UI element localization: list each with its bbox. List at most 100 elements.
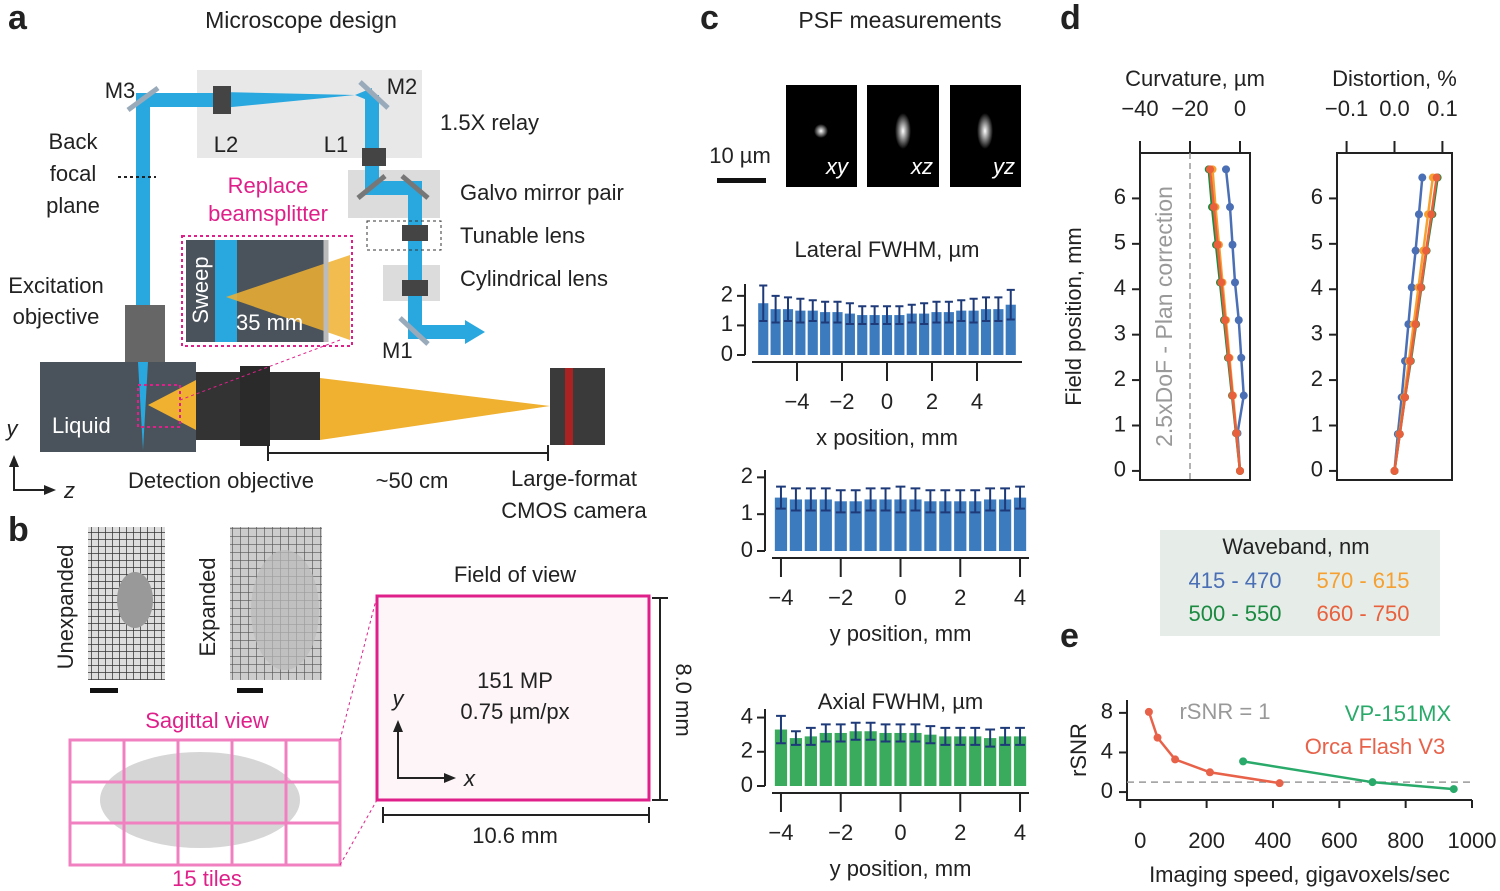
y-tick-label: 5 bbox=[1114, 230, 1126, 255]
legend-entry: 415 - 470 bbox=[1189, 568, 1282, 593]
legend-entry: 500 - 550 bbox=[1189, 601, 1282, 626]
y-tick-label: 1 bbox=[721, 311, 733, 336]
x-tick-label: 400 bbox=[1255, 828, 1292, 853]
x-axis-label: Distortion, % bbox=[1332, 66, 1457, 91]
error-bar bbox=[783, 296, 793, 322]
label: Detection objective bbox=[128, 468, 314, 493]
point bbox=[1407, 283, 1416, 292]
bar bbox=[834, 501, 847, 551]
bar bbox=[820, 312, 831, 355]
label: 10.6 mm bbox=[472, 823, 558, 848]
point bbox=[1228, 391, 1237, 400]
bar bbox=[864, 499, 877, 551]
y-tick-label: 0 bbox=[741, 537, 753, 562]
y-tick-label: 2 bbox=[721, 282, 733, 307]
error-bar bbox=[1000, 487, 1010, 512]
point bbox=[1234, 316, 1243, 325]
x-axis-label: x position, mm bbox=[816, 425, 958, 450]
bar bbox=[924, 501, 937, 551]
label: Unexpanded bbox=[53, 545, 78, 670]
y-tick-label: 3 bbox=[1114, 320, 1126, 345]
y-tick-label: 6 bbox=[1114, 184, 1126, 209]
bar bbox=[998, 736, 1012, 786]
y-tick-label: 4 bbox=[1101, 738, 1113, 763]
bar bbox=[968, 310, 979, 355]
error-bar bbox=[870, 305, 879, 325]
x-tick-label: 0.1 bbox=[1427, 96, 1458, 121]
bar bbox=[894, 732, 907, 786]
error-bar bbox=[981, 296, 991, 322]
y-tick-label: 1 bbox=[1311, 411, 1323, 436]
label: Galvo mirror pair bbox=[460, 180, 624, 205]
x-tick-label: 200 bbox=[1188, 828, 1225, 853]
bar bbox=[909, 732, 922, 786]
error-bar bbox=[833, 300, 842, 324]
bar bbox=[804, 499, 817, 551]
y-tick-label: 1 bbox=[1114, 411, 1126, 436]
error-bar bbox=[970, 726, 981, 746]
error-bar bbox=[865, 487, 876, 512]
error-bar bbox=[920, 302, 929, 325]
label: M3 bbox=[105, 78, 136, 103]
bar bbox=[774, 497, 788, 551]
point bbox=[1275, 779, 1284, 788]
bar bbox=[954, 736, 967, 786]
bar bbox=[993, 309, 1004, 355]
error-bar bbox=[776, 714, 786, 745]
error-bar bbox=[895, 485, 906, 514]
point bbox=[1224, 353, 1233, 362]
bar bbox=[939, 501, 952, 551]
bar bbox=[770, 309, 781, 355]
bar bbox=[819, 732, 832, 786]
label: beamsplitter bbox=[208, 201, 328, 226]
point bbox=[1411, 320, 1420, 329]
error-bar bbox=[882, 305, 892, 325]
x-tick-label: 1000 bbox=[1448, 828, 1497, 853]
x-tick-label: 2 bbox=[954, 820, 966, 845]
bar bbox=[864, 731, 877, 786]
panel-label: e bbox=[1060, 617, 1079, 655]
label: Back bbox=[49, 129, 99, 154]
error-bar bbox=[771, 294, 780, 324]
error-bar bbox=[907, 303, 916, 324]
label: 0.75 µm/px bbox=[460, 699, 569, 724]
error-bar bbox=[820, 487, 831, 512]
bar bbox=[844, 313, 855, 355]
y-axis-label: rSNR bbox=[1066, 723, 1091, 777]
error-bar bbox=[910, 723, 921, 743]
error-bar bbox=[805, 487, 816, 512]
label: Field of view bbox=[454, 562, 576, 587]
y-tick-label: 2 bbox=[741, 738, 753, 763]
panel-label: c bbox=[700, 0, 719, 37]
bar bbox=[834, 732, 847, 786]
y-tick-label: 0 bbox=[721, 341, 733, 366]
x-tick-label: 4 bbox=[971, 389, 983, 414]
error-bar bbox=[985, 487, 996, 512]
point bbox=[1228, 240, 1237, 249]
point bbox=[1222, 165, 1230, 174]
y-tick-label: 8 bbox=[1101, 699, 1113, 724]
psf-images bbox=[717, 85, 1021, 187]
error-bar bbox=[895, 723, 906, 743]
label: yz bbox=[991, 154, 1015, 179]
legend-entry: 570 - 615 bbox=[1317, 568, 1410, 593]
axis-label: y bbox=[5, 416, 20, 441]
label: Large-format bbox=[511, 466, 637, 491]
x-axis-label: Curvature, µm bbox=[1125, 66, 1265, 91]
error-bar bbox=[850, 721, 861, 741]
bar bbox=[832, 312, 843, 355]
point bbox=[1432, 173, 1441, 182]
x-tick-label: −2 bbox=[828, 585, 853, 610]
label: Sweep bbox=[188, 256, 213, 323]
label: xy bbox=[825, 154, 850, 179]
error-bar bbox=[796, 297, 805, 324]
y-tick-label: 0 bbox=[741, 772, 753, 797]
error-bar bbox=[835, 489, 846, 514]
tiling-diagram bbox=[68, 527, 668, 867]
label: CMOS camera bbox=[501, 498, 647, 523]
error-bar bbox=[791, 487, 801, 512]
y-tick-label: 2 bbox=[1114, 366, 1126, 391]
label: 35 mm bbox=[236, 310, 303, 335]
bar bbox=[819, 499, 832, 551]
y-tick-label: 4 bbox=[741, 703, 753, 728]
